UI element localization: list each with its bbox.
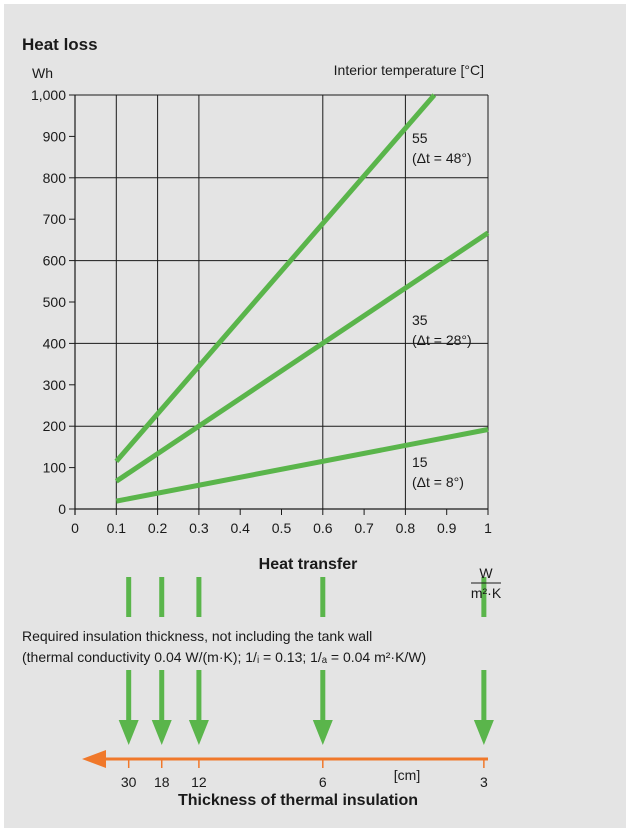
series-note: (Δt = 28°)	[412, 332, 472, 348]
y-tick-label: 100	[43, 460, 67, 476]
thickness-label: 30	[121, 774, 137, 790]
series-line	[115, 427, 489, 504]
x-tick-label: 0.8	[396, 520, 416, 536]
arrow-head	[473, 720, 494, 745]
series-line	[114, 93, 437, 464]
arrow-shaft	[196, 670, 202, 726]
x-tick-label: 0.7	[354, 520, 374, 536]
x-axis-label: Heat transfer	[259, 556, 358, 573]
insulation-note-line-2: (thermal conductivity 0.04 W/(m·K); 1/ᵢ …	[22, 649, 426, 665]
y-tick-label: 300	[43, 377, 67, 393]
x-tick-label: 0.5	[272, 520, 292, 536]
y-tick-label: 0	[58, 501, 66, 517]
x-tick-label: 0.9	[437, 520, 457, 536]
thickness-label: 18	[154, 774, 170, 790]
x-tick-label: 0.2	[148, 520, 168, 536]
y-tick-label: 700	[43, 211, 67, 227]
y-tick-label: 800	[43, 170, 67, 186]
arrow-head	[312, 720, 333, 745]
x-tick-label: 0.1	[107, 520, 127, 536]
chart-background	[4, 4, 626, 828]
x-tick-label: 0.6	[313, 520, 333, 536]
y-tick-label: 200	[43, 418, 67, 434]
y-tick-label: 900	[43, 128, 67, 144]
y-tick-label: 1,000	[31, 87, 66, 103]
legend-title: Interior temperature [°C]	[334, 62, 484, 78]
chart-title: Heat loss	[22, 35, 98, 54]
arrow-stub-upper	[196, 577, 202, 617]
transfer-arrows	[118, 577, 494, 745]
x-tick-label: 0.3	[189, 520, 209, 536]
series-lines: 55 (Δt = 48°) 35 (Δt = 28°) 15 (Δt = 8°)	[114, 93, 490, 504]
arrow-shaft	[320, 670, 326, 726]
thickness-unit: [cm]	[394, 767, 420, 783]
y-axis-label: Wh	[32, 65, 53, 81]
y-tick-label: 500	[43, 294, 67, 310]
arrow-head	[151, 720, 172, 745]
thickness-arrow-head	[82, 750, 106, 768]
arrow-shaft	[159, 670, 165, 726]
arrow-stub-upper	[159, 577, 165, 617]
series-line	[114, 230, 490, 484]
axes: 0 100 200 300 400 500 600 700 800 900 1,000 0 0.1 0.2…	[31, 87, 492, 536]
arrow-head	[118, 720, 139, 745]
thickness-axis: 30 18 12 6 3	[82, 750, 488, 790]
arrow-head	[188, 720, 209, 745]
x-unit-numerator: W	[479, 565, 493, 581]
x-tick-label: 0	[71, 520, 79, 536]
series-note: (Δt = 48°)	[412, 150, 472, 166]
x-unit-denominator: m²·K	[471, 585, 502, 601]
x-tick-label: 1	[484, 520, 492, 536]
y-tick-label: 400	[43, 335, 67, 351]
thickness-axis-title: Thickness of thermal insulation	[178, 792, 418, 809]
series-label: 55	[412, 130, 428, 146]
y-tick-label: 600	[43, 253, 67, 269]
arrow-shaft	[126, 670, 132, 726]
series-label: 35	[412, 312, 428, 328]
series-label: 15	[412, 454, 428, 470]
arrow-shaft	[481, 670, 487, 726]
thickness-label: 3	[480, 774, 488, 790]
thickness-label: 12	[191, 774, 207, 790]
arrow-stub-upper	[126, 577, 132, 617]
arrow-stub-upper	[481, 577, 487, 617]
thickness-label: 6	[319, 774, 327, 790]
x-tick-label: 0.4	[230, 520, 250, 536]
insulation-note-line-1: Required insulation thickness, not inclu…	[22, 628, 372, 644]
series-note: (Δt = 8°)	[412, 474, 464, 490]
arrow-stub-upper	[320, 577, 326, 617]
